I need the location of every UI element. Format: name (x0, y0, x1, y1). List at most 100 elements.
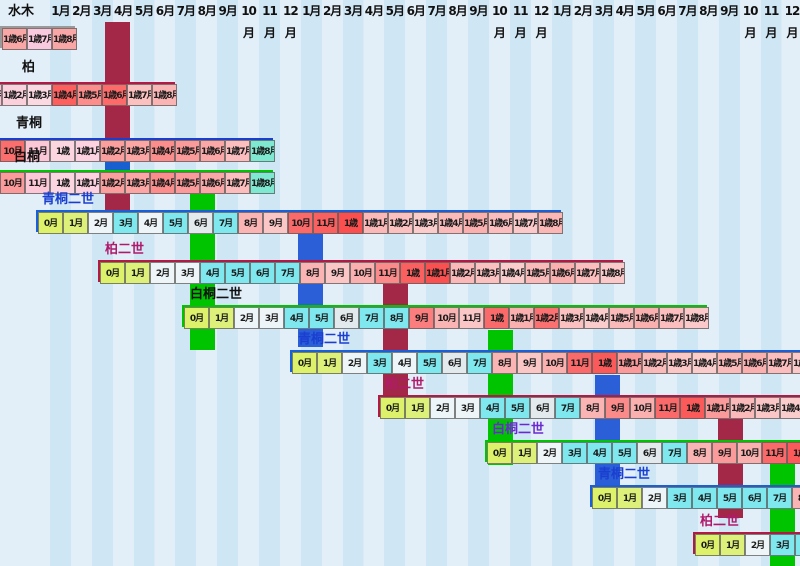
age-cell[interactable]: 1歳7月 (127, 84, 152, 106)
age-cell[interactable]: 1歳2月 (534, 307, 559, 329)
age-cell[interactable]: 9月 (409, 307, 434, 329)
age-cell[interactable]: 1歳6月 (2, 28, 27, 50)
age-cell[interactable]: 10月 (0, 140, 25, 162)
age-cell[interactable]: 1歳7月 (767, 352, 792, 374)
age-cell[interactable]: 1歳3月 (27, 84, 52, 106)
age-cell[interactable]: 10月 (350, 262, 375, 284)
age-cell[interactable]: 1歳5月 (717, 352, 742, 374)
age-cell[interactable]: 1月 (125, 262, 150, 284)
age-cell[interactable]: 2月 (642, 487, 667, 509)
age-cell[interactable]: 7月 (467, 352, 492, 374)
age-cell[interactable]: 1歳1月 (425, 262, 450, 284)
age-cell[interactable]: 1月 (63, 212, 88, 234)
age-cell[interactable]: 10月 (630, 397, 655, 419)
age-cell[interactable]: 1歳4月 (780, 397, 800, 419)
age-cell[interactable]: 1歳1月 (75, 140, 100, 162)
age-cell[interactable]: 7月 (213, 212, 238, 234)
age-cell[interactable]: 1歳3月 (755, 397, 780, 419)
age-cell[interactable]: 1歳6月 (488, 212, 513, 234)
age-cell[interactable]: 3月 (175, 262, 200, 284)
age-cell[interactable]: 6月 (637, 442, 662, 464)
age-cell[interactable]: 1歳2月 (100, 140, 125, 162)
age-cell[interactable]: 10月 (0, 172, 25, 194)
age-cell[interactable]: 3月 (667, 487, 692, 509)
age-cell[interactable]: 1歳1月 (617, 352, 642, 374)
age-cell[interactable]: 4月 (480, 397, 505, 419)
age-cell[interactable]: 5月 (612, 442, 637, 464)
age-cell[interactable]: 3月 (770, 534, 795, 556)
timeline-track[interactable]: 1歳6月 1歳7月 1歳8月 (0, 26, 77, 50)
age-cell[interactable]: 0月 (695, 534, 720, 556)
age-cell[interactable]: 1歳7月 (27, 28, 52, 50)
age-cell[interactable]: 5月 (417, 352, 442, 374)
age-cell[interactable]: 10月 (288, 212, 313, 234)
age-cell[interactable]: 0月 (100, 262, 125, 284)
age-cell[interactable]: 1歳6月 (200, 140, 225, 162)
age-cell[interactable]: 1歳 (338, 212, 363, 234)
age-cell[interactable]: 0月 (380, 397, 405, 419)
age-cell[interactable]: 11月 (375, 262, 400, 284)
age-cell[interactable]: 1月 (617, 487, 642, 509)
age-cell[interactable]: 4月 (795, 534, 800, 556)
age-cell[interactable]: 1歳2月 (450, 262, 475, 284)
age-cell[interactable]: 6月 (250, 262, 275, 284)
age-cell[interactable]: 8月 (687, 442, 712, 464)
age-cell[interactable]: 6月 (742, 487, 767, 509)
age-cell[interactable]: 9月 (605, 397, 630, 419)
age-cell[interactable]: 1歳1月 (509, 307, 534, 329)
age-cell[interactable]: 1歳7月 (513, 212, 538, 234)
age-cell[interactable]: 4月 (692, 487, 717, 509)
age-cell[interactable]: 6月 (442, 352, 467, 374)
age-cell[interactable]: 1歳1月 (75, 172, 100, 194)
age-cell[interactable]: 8月 (492, 352, 517, 374)
age-cell[interactable]: 7月 (275, 262, 300, 284)
age-cell[interactable]: 6月 (334, 307, 359, 329)
age-cell[interactable]: 1歳8月 (684, 307, 709, 329)
age-cell[interactable]: 4月 (284, 307, 309, 329)
age-cell[interactable]: 1歳5月 (609, 307, 634, 329)
age-cell[interactable]: 1歳6月 (742, 352, 767, 374)
age-cell[interactable]: 10月 (434, 307, 459, 329)
age-cell[interactable]: 1歳4月 (438, 212, 463, 234)
age-cell[interactable]: 2月 (745, 534, 770, 556)
age-cell[interactable]: 1歳1月 (363, 212, 388, 234)
age-cell[interactable]: 1歳8月 (250, 172, 275, 194)
age-cell[interactable]: 1歳 (50, 172, 75, 194)
age-cell[interactable]: 2月 (430, 397, 455, 419)
age-cell[interactable]: 1歳8月 (250, 140, 275, 162)
age-cell[interactable]: 7月 (555, 397, 580, 419)
timeline-track[interactable]: 0月 1月 2月 3月 4月 5月 6月 7月 8月 9月 10月 11月 1歳 1歳1月 1歳2月 1歳3月… (182, 305, 709, 329)
age-cell[interactable]: 1歳5月 (175, 140, 200, 162)
age-cell[interactable]: 4月 (392, 352, 417, 374)
age-cell[interactable]: 4月 (138, 212, 163, 234)
age-cell[interactable]: 1月 (209, 307, 234, 329)
age-cell[interactable]: 11月 (567, 352, 592, 374)
age-cell[interactable]: 1歳7月 (225, 172, 250, 194)
timeline-track[interactable]: 0月 1月 2月 3月 4月 5月 6月 7月 8月 9月 10月 11月 1歳 1歳1月 1歳2月 1歳3月… (378, 395, 800, 419)
age-cell[interactable]: 0月 (592, 487, 617, 509)
age-cell[interactable]: 1歳6月 (634, 307, 659, 329)
age-cell[interactable]: 3月 (113, 212, 138, 234)
age-cell[interactable]: 1歳2月 (100, 172, 125, 194)
age-cell[interactable]: 8月 (300, 262, 325, 284)
age-cell[interactable]: 1歳2月 (642, 352, 667, 374)
age-cell[interactable]: 6月 (530, 397, 555, 419)
age-cell[interactable]: 1歳5月 (525, 262, 550, 284)
age-cell[interactable]: 9月 (325, 262, 350, 284)
age-cell[interactable]: 1歳 (680, 397, 705, 419)
age-cell[interactable]: 11月 (25, 172, 50, 194)
age-cell[interactable]: 1歳 (484, 307, 509, 329)
age-cell[interactable]: 9月 (517, 352, 542, 374)
age-cell[interactable]: 1歳6月 (550, 262, 575, 284)
age-cell[interactable]: 2月 (342, 352, 367, 374)
age-cell[interactable]: 5月 (225, 262, 250, 284)
age-cell[interactable]: 10月 (542, 352, 567, 374)
age-cell[interactable]: 7月 (662, 442, 687, 464)
age-cell[interactable]: 1歳3月 (475, 262, 500, 284)
age-cell[interactable]: 1歳5月 (77, 84, 102, 106)
age-cell[interactable]: 1歳7月 (225, 140, 250, 162)
age-cell[interactable]: 0月 (292, 352, 317, 374)
age-cell[interactable]: 1歳6月 (200, 172, 225, 194)
age-cell[interactable]: 5月 (309, 307, 334, 329)
